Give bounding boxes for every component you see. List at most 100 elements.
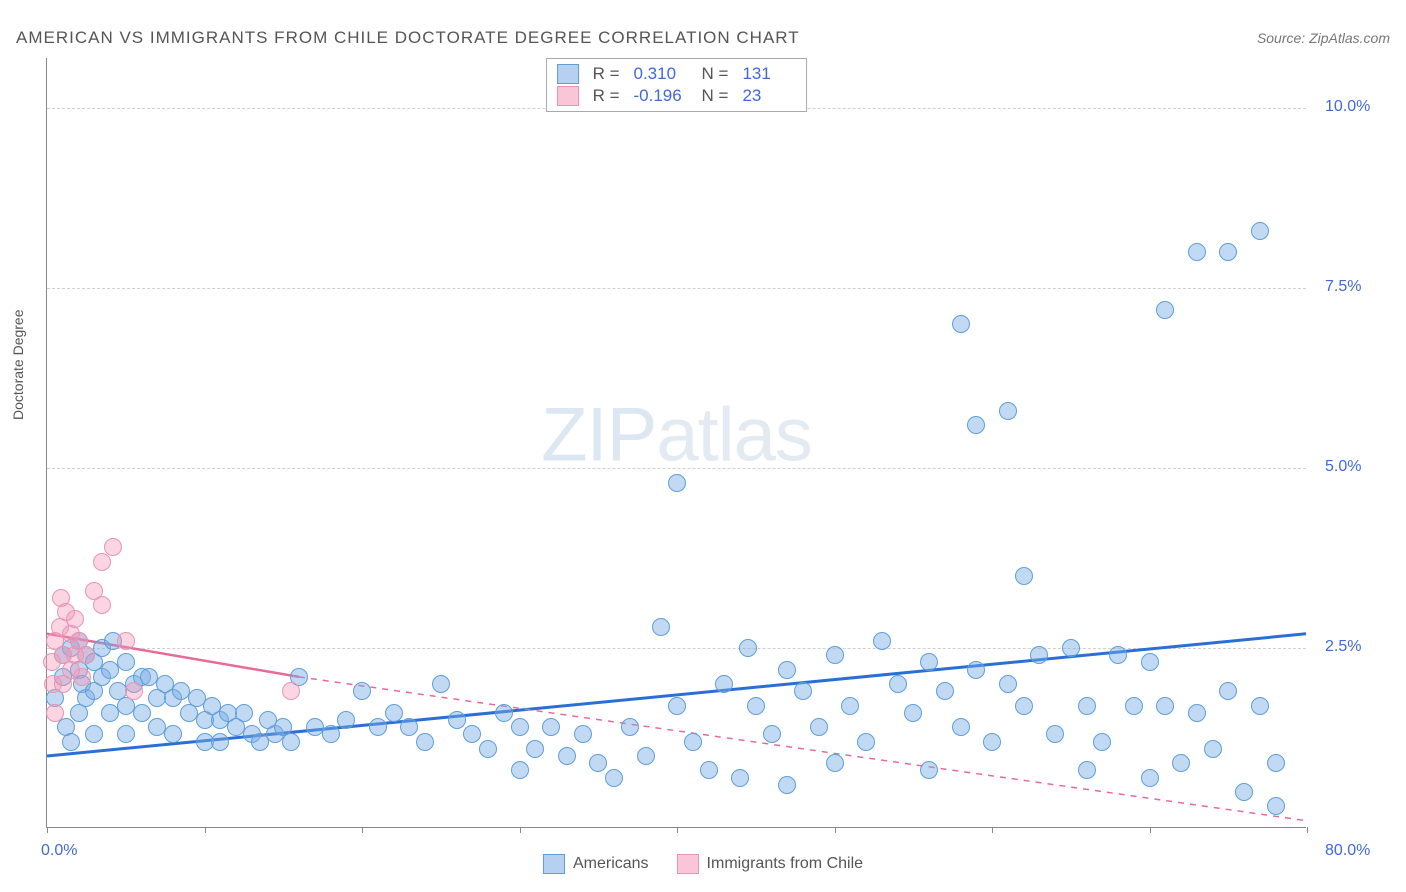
data-point xyxy=(164,725,182,743)
stats-r-label: R = xyxy=(593,64,620,84)
legend-item-americans: Americans xyxy=(543,854,649,874)
data-point xyxy=(967,416,985,434)
americans-swatch xyxy=(557,64,579,84)
data-point xyxy=(1172,754,1190,772)
data-point xyxy=(739,639,757,657)
data-point xyxy=(353,682,371,700)
watermark: ZIPatlas xyxy=(541,391,812,478)
data-point xyxy=(873,632,891,650)
data-point xyxy=(85,725,103,743)
data-point xyxy=(857,733,875,751)
data-point xyxy=(117,632,135,650)
data-point xyxy=(999,402,1017,420)
y-tick-label: 10.0% xyxy=(1325,98,1370,116)
legend-americans-label: Americans xyxy=(573,855,649,873)
stats-r-label2: R = xyxy=(593,86,620,106)
data-point xyxy=(385,704,403,722)
data-point xyxy=(46,704,64,722)
data-point xyxy=(1109,646,1127,664)
data-point xyxy=(1078,761,1096,779)
data-point xyxy=(133,704,151,722)
data-point xyxy=(621,718,639,736)
data-point xyxy=(117,653,135,671)
data-point xyxy=(1267,797,1285,815)
stats-n-label: N = xyxy=(702,64,729,84)
data-point xyxy=(841,697,859,715)
data-point xyxy=(1188,704,1206,722)
data-point xyxy=(1093,733,1111,751)
watermark-part1: ZIP xyxy=(541,392,656,477)
data-point xyxy=(511,718,529,736)
data-point xyxy=(235,704,253,722)
data-point xyxy=(1219,682,1237,700)
data-point xyxy=(983,733,1001,751)
data-point xyxy=(479,740,497,758)
data-point xyxy=(117,725,135,743)
data-point xyxy=(920,761,938,779)
data-point xyxy=(104,538,122,556)
data-point xyxy=(448,711,466,729)
data-point xyxy=(763,725,781,743)
data-point xyxy=(93,596,111,614)
data-point xyxy=(337,711,355,729)
gridline xyxy=(47,468,1306,469)
gridline xyxy=(47,288,1306,289)
data-point xyxy=(282,682,300,700)
data-point xyxy=(747,697,765,715)
data-point xyxy=(1251,222,1269,240)
x-tick-label: 0.0% xyxy=(41,842,77,860)
data-point xyxy=(1030,646,1048,664)
y-axis-label: Doctorate Degree xyxy=(10,309,26,420)
data-point xyxy=(66,610,84,628)
x-tick xyxy=(362,827,363,833)
data-point xyxy=(936,682,954,700)
data-point xyxy=(574,725,592,743)
legend-chile-label: Immigrants from Chile xyxy=(707,855,863,873)
chile-swatch xyxy=(557,86,579,106)
stats-row-chile: R = -0.196 N = 23 xyxy=(557,85,797,107)
data-point xyxy=(1156,301,1174,319)
americans-n-value: 131 xyxy=(742,64,796,84)
chile-r-value: -0.196 xyxy=(634,86,688,106)
data-point xyxy=(967,661,985,679)
data-point xyxy=(999,675,1017,693)
data-point xyxy=(952,718,970,736)
data-point xyxy=(668,474,686,492)
data-point xyxy=(700,761,718,779)
data-point xyxy=(826,646,844,664)
data-point xyxy=(668,697,686,715)
data-point xyxy=(322,725,340,743)
data-point xyxy=(125,682,143,700)
x-tick-label: 80.0% xyxy=(1325,842,1370,860)
x-tick xyxy=(1307,827,1308,833)
legend-item-chile: Immigrants from Chile xyxy=(677,854,863,874)
data-point xyxy=(1251,697,1269,715)
data-point xyxy=(1078,697,1096,715)
x-tick xyxy=(677,827,678,833)
stats-row-americans: R = 0.310 N = 131 xyxy=(557,63,797,85)
y-tick-label: 5.0% xyxy=(1325,458,1361,476)
source-credit: Source: ZipAtlas.com xyxy=(1257,30,1390,46)
data-point xyxy=(952,315,970,333)
data-point xyxy=(1156,697,1174,715)
data-point xyxy=(920,653,938,671)
x-tick xyxy=(1150,827,1151,833)
data-point xyxy=(1062,639,1080,657)
data-point xyxy=(684,733,702,751)
data-point xyxy=(495,704,513,722)
data-point xyxy=(73,668,91,686)
data-point xyxy=(637,747,655,765)
data-point xyxy=(589,754,607,772)
data-point xyxy=(715,675,733,693)
data-point xyxy=(282,733,300,751)
data-point xyxy=(463,725,481,743)
americans-r-value: 0.310 xyxy=(634,64,688,84)
data-point xyxy=(400,718,418,736)
data-point xyxy=(432,675,450,693)
x-tick xyxy=(992,827,993,833)
stats-n-label2: N = xyxy=(702,86,729,106)
data-point xyxy=(652,618,670,636)
americans-swatch-icon xyxy=(543,854,565,874)
data-point xyxy=(77,646,95,664)
x-tick xyxy=(520,827,521,833)
